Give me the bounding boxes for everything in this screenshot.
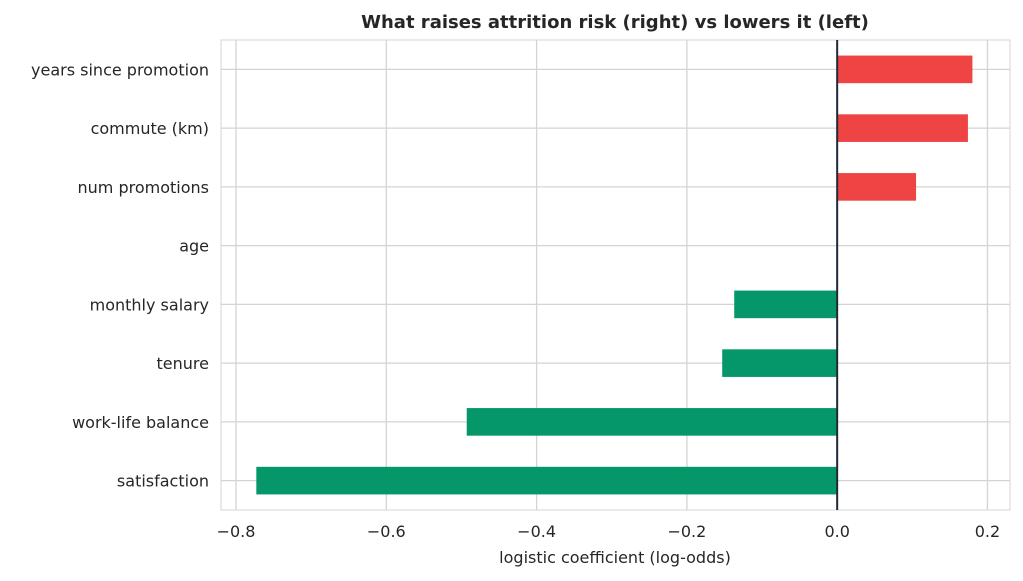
x-tick-label: −0.2 (667, 522, 706, 541)
y-tick-label: commute (km) (91, 119, 209, 138)
x-tick-label: −0.4 (517, 522, 556, 541)
y-tick-label: num promotions (78, 178, 209, 197)
bar-work-life-balance (466, 408, 838, 436)
plot-frame (220, 39, 1011, 511)
y-tick-label: years since promotion (31, 60, 209, 79)
x-tick-label: −0.8 (217, 522, 256, 541)
x-tick-label: −0.6 (367, 522, 406, 541)
y-tick-label: satisfaction (117, 472, 209, 491)
grid-layer (221, 40, 1010, 510)
x-tick-label: 0.2 (975, 522, 1000, 541)
chart-title: What raises attrition risk (right) vs lo… (361, 12, 869, 33)
y-tick-labels: years since promotion commute (km) num pro… (31, 60, 209, 490)
y-tick-label: age (179, 237, 209, 256)
bar-satisfaction (256, 466, 838, 495)
bar-commute-km- (837, 114, 968, 142)
bar-num-promotions (837, 173, 917, 201)
y-tick-label: work-life balance (72, 413, 209, 432)
x-tick-labels: −0.8 −0.6 −0.4 −0.2 0.0 0.2 (217, 522, 1001, 541)
bar-monthly-salary (734, 290, 838, 319)
bar-years-since-promotion (837, 55, 973, 84)
bar-tenure (722, 349, 838, 377)
bars-layer (256, 55, 973, 495)
y-tick-label: tenure (157, 354, 209, 373)
y-tick-label: monthly salary (90, 295, 209, 314)
x-tick-label: 0.0 (824, 522, 849, 541)
x-axis-label: logistic coefficient (log-odds) (499, 548, 731, 567)
